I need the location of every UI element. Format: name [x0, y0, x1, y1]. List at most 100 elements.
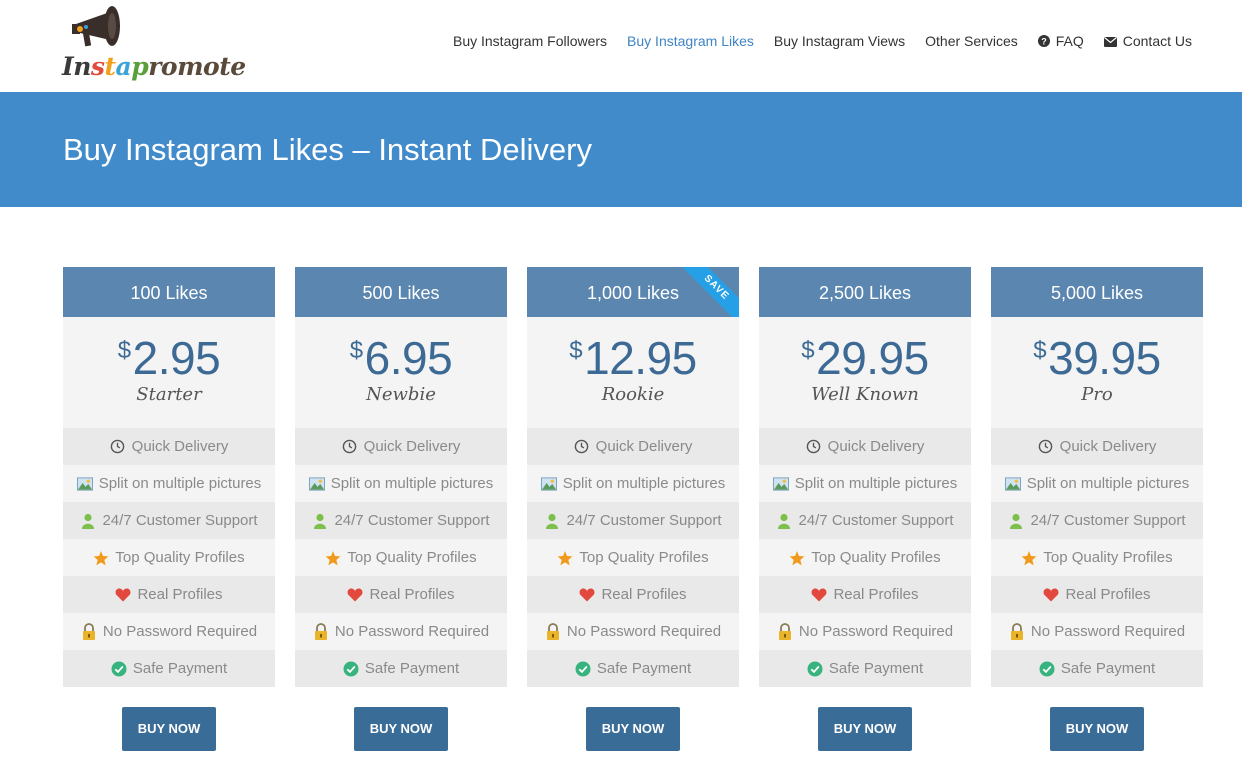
pictures-icon — [76, 476, 93, 492]
user-icon — [776, 513, 792, 529]
feature-label: No Password Required — [566, 623, 722, 640]
clock-icon — [342, 439, 358, 455]
buy-wrap: BUY NOW — [527, 707, 739, 751]
nav-faq[interactable]: ? FAQ — [1037, 33, 1084, 49]
main-nav: Buy Instagram Followers Buy Instagram Li… — [453, 33, 1192, 49]
plan-price-box: $6.95 Newbie — [295, 317, 507, 428]
feature-row: Split on multiple pictures — [527, 465, 739, 502]
buy-now-button[interactable]: BUY NOW — [586, 707, 680, 751]
feature-label: Safe Payment — [364, 660, 460, 677]
check-circle-icon — [111, 661, 127, 677]
nav-buy-instagram-followers[interactable]: Buy Instagram Followers — [452, 33, 608, 49]
feature-label: 24/7 Customer Support — [798, 512, 954, 529]
logo-letter: r — [148, 52, 161, 81]
logo-letter: p — [131, 52, 149, 81]
feature-label: Safe Payment — [1060, 660, 1156, 677]
plan-price: $12.95 — [527, 331, 739, 385]
user-icon — [544, 513, 560, 529]
user-icon — [80, 513, 96, 529]
clock-icon — [574, 439, 590, 455]
feature-row: Quick Delivery — [991, 428, 1203, 465]
currency-symbol: $ — [117, 337, 131, 364]
feature-label: Split on multiple pictures — [98, 475, 262, 492]
feature-row: Split on multiple pictures — [759, 465, 971, 502]
page-title: Buy Instagram Likes – Instant Delivery — [63, 132, 592, 167]
plan-price: $29.95 — [759, 331, 971, 385]
price-value: 29.95 — [816, 332, 929, 384]
plan-title: 5,000 Likes — [1050, 283, 1144, 303]
feature-row: 24/7 Customer Support — [527, 502, 739, 539]
nav-buy-instagram-likes[interactable]: Buy Instagram Likes — [627, 33, 754, 49]
feature-label: Real Profiles — [1065, 586, 1151, 603]
logo-letter: o — [203, 52, 220, 81]
plan-price: $6.95 — [295, 331, 507, 385]
plan-tier: Pro — [1081, 384, 1113, 405]
lock-icon — [545, 623, 561, 640]
logo-letter: t — [104, 52, 116, 81]
lock-icon — [313, 623, 329, 640]
feature-row: Safe Payment — [759, 650, 971, 687]
star-icon — [789, 550, 805, 566]
logo-letter: a — [115, 52, 132, 81]
plan-title: 100 Likes — [130, 283, 208, 303]
buy-now-button[interactable]: BUY NOW — [354, 707, 448, 751]
feature-row: Safe Payment — [527, 650, 739, 687]
user-icon — [312, 513, 328, 529]
logo-letter: m — [177, 52, 204, 81]
feature-label: Top Quality Profiles — [579, 549, 709, 566]
nav-other-services[interactable]: Other Services — [925, 33, 1018, 49]
currency-symbol: $ — [569, 337, 583, 364]
feature-label: No Password Required — [334, 623, 490, 640]
feature-row: Quick Delivery — [63, 428, 275, 465]
feature-label: Split on multiple pictures — [562, 475, 726, 492]
heart-icon — [1043, 587, 1059, 603]
currency-symbol: $ — [801, 337, 815, 364]
buy-now-button[interactable]: BUY NOW — [818, 707, 912, 751]
nav-contact-us[interactable]: Contact Us — [1103, 33, 1192, 49]
feature-label: Safe Payment — [828, 660, 924, 677]
nav-buy-instagram-views[interactable]: Buy Instagram Views — [773, 33, 906, 49]
feature-label: Quick Delivery — [363, 438, 461, 455]
pricing-plan: 1,000 Likes SAVE $12.95 Rookie Quick Deliver… — [527, 267, 739, 751]
check-circle-icon — [575, 661, 591, 677]
plan-price: $39.95 — [991, 331, 1203, 385]
feature-label: Quick Delivery — [131, 438, 229, 455]
heart-icon — [811, 587, 827, 603]
price-value: 12.95 — [584, 332, 697, 384]
lock-icon — [1009, 623, 1025, 640]
feature-label: 24/7 Customer Support — [1030, 512, 1186, 529]
star-icon — [325, 550, 341, 566]
star-icon — [93, 550, 109, 566]
plan-tier: Rookie — [601, 384, 665, 405]
plan-price-box: $12.95 Rookie — [527, 317, 739, 428]
logo-letter: I — [62, 52, 74, 81]
heart-icon — [347, 587, 363, 603]
star-icon — [1021, 550, 1037, 566]
check-circle-icon — [343, 661, 359, 677]
plan-title: 2,500 Likes — [818, 283, 912, 303]
pictures-icon — [308, 476, 325, 492]
plan-price-box: $39.95 Pro — [991, 317, 1203, 428]
feature-row: Real Profiles — [63, 576, 275, 613]
site-logo[interactable]: Instapromote — [62, 2, 246, 86]
logo-letter: n — [73, 52, 91, 81]
feature-label: Safe Payment — [596, 660, 692, 677]
user-icon — [1008, 513, 1024, 529]
feature-row: Safe Payment — [63, 650, 275, 687]
buy-wrap: BUY NOW — [991, 707, 1203, 751]
pictures-icon — [1004, 476, 1021, 492]
plan-header: 5,000 Likes — [991, 267, 1203, 317]
pricing-plan: 500 Likes $6.95 Newbie Quick Delivery Split … — [295, 267, 507, 751]
envelope-icon — [1103, 36, 1117, 47]
buy-now-button[interactable]: BUY NOW — [122, 707, 216, 751]
plan-price-box: $2.95 Starter — [63, 317, 275, 428]
feature-row: Quick Delivery — [759, 428, 971, 465]
clock-icon — [1038, 439, 1054, 455]
lock-icon — [777, 623, 793, 640]
feature-row: Top Quality Profiles — [295, 539, 507, 576]
logo-letter: t — [219, 52, 231, 81]
buy-now-button[interactable]: BUY NOW — [1050, 707, 1144, 751]
pricing-plan: 2,500 Likes $29.95 Well Known Quick Deliver… — [759, 267, 971, 751]
plan-price: $2.95 — [63, 331, 275, 385]
feature-label: Real Profiles — [137, 586, 223, 603]
